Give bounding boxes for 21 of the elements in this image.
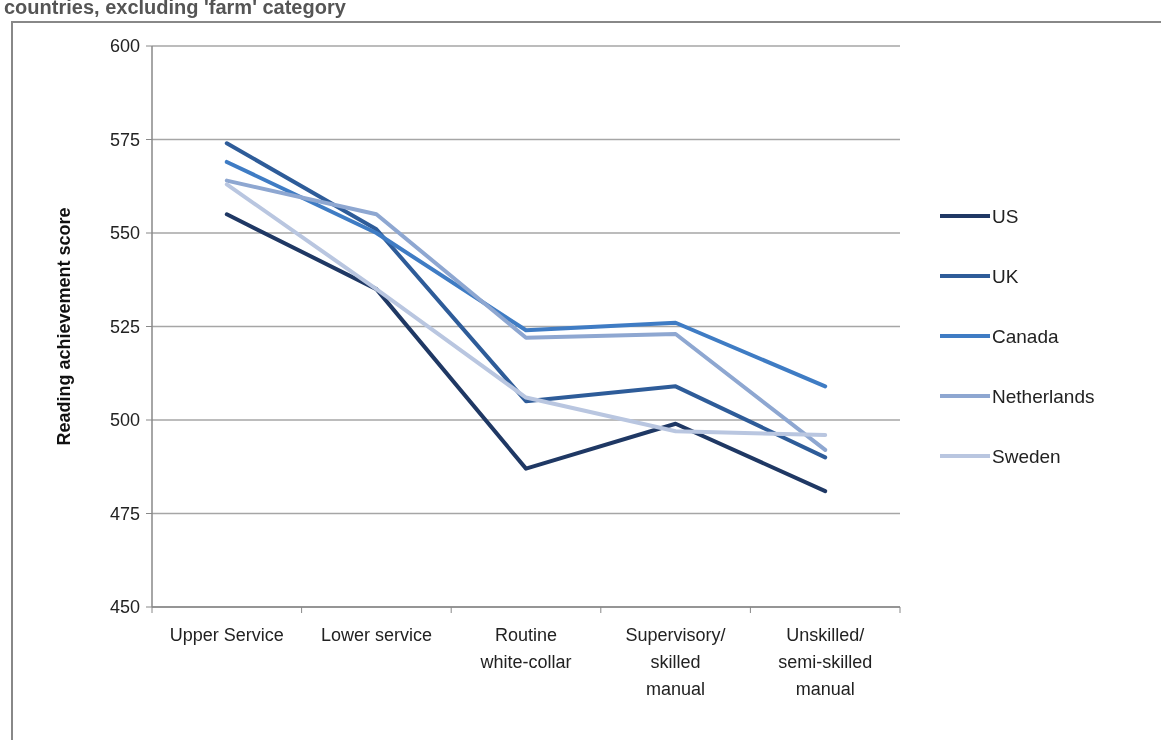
- y-axis-title: Reading achievement score: [54, 207, 74, 446]
- y-tick-label: 475: [109, 503, 140, 524]
- y-tick-label: 450: [109, 597, 140, 618]
- legend-label: Netherlands: [992, 385, 1095, 407]
- y-tick-label: 550: [109, 223, 140, 244]
- x-tick-label: Lower service: [320, 625, 432, 645]
- y-tick-label: 500: [109, 410, 140, 431]
- chart-title: countries, excluding 'farm' category: [4, 0, 347, 18]
- legend-label: Canada: [992, 325, 1059, 347]
- y-tick-label: 600: [109, 36, 140, 57]
- x-tick-label: Upper Service: [169, 625, 284, 645]
- legend-label: US: [992, 205, 1019, 227]
- y-tick-label: 575: [109, 129, 140, 150]
- line-series: [224, 159, 828, 389]
- y-tick-label: 525: [109, 316, 140, 337]
- x-tick-label: Routine white-collar: [479, 625, 572, 672]
- line-series: [224, 212, 828, 494]
- legend-label: Sweden: [992, 445, 1061, 467]
- x-tick-label: Supervisory/ skilled manual: [625, 625, 726, 699]
- legend-label: UK: [992, 265, 1019, 287]
- x-tick-label: Unskilled/ semi-skilled manual: [778, 625, 873, 699]
